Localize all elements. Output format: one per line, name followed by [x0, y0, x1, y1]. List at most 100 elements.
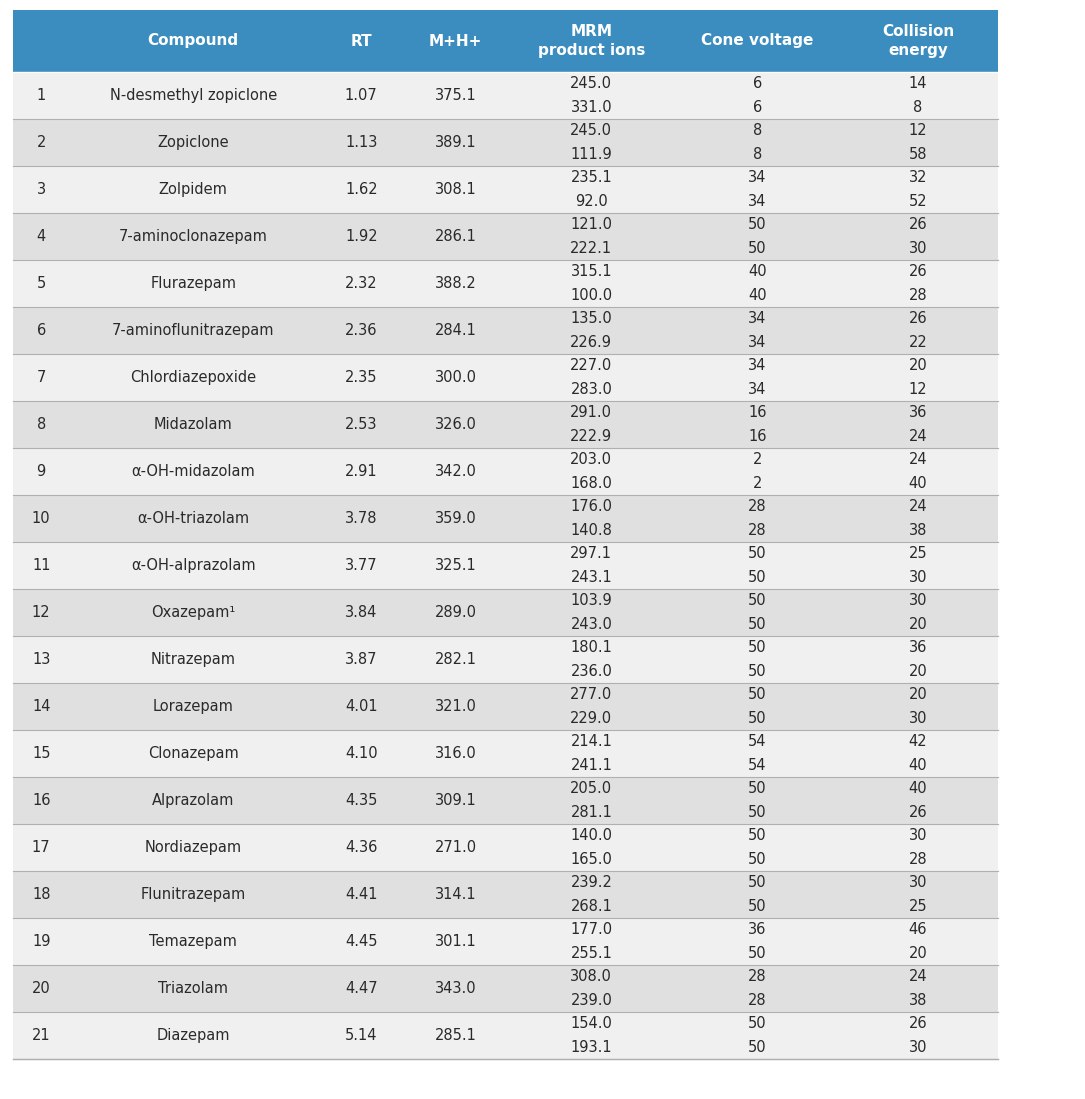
Text: 2.35: 2.35 — [345, 370, 378, 385]
Text: 34: 34 — [749, 169, 766, 185]
Bar — [13, 542, 998, 589]
Text: 34: 34 — [749, 358, 766, 373]
Text: 1.07: 1.07 — [345, 88, 378, 103]
Text: 50: 50 — [748, 618, 767, 632]
Text: 7: 7 — [37, 370, 46, 385]
Text: 38: 38 — [909, 523, 927, 539]
Text: 12: 12 — [908, 382, 928, 397]
Text: 24: 24 — [908, 969, 928, 984]
Text: 50: 50 — [748, 946, 767, 962]
Bar — [13, 918, 998, 965]
Text: 24: 24 — [908, 430, 928, 444]
Text: Temazepam: Temazepam — [150, 934, 237, 950]
Text: Triazolam: Triazolam — [158, 981, 228, 996]
Text: Flunitrazepam: Flunitrazepam — [140, 887, 246, 902]
Text: 3.87: 3.87 — [345, 652, 378, 667]
Text: 111.9: 111.9 — [571, 147, 612, 163]
Text: 28: 28 — [748, 993, 767, 1008]
Text: 135.0: 135.0 — [571, 311, 612, 325]
Text: 1.13: 1.13 — [345, 135, 378, 149]
Text: 121.0: 121.0 — [571, 217, 612, 232]
Text: 283.0: 283.0 — [571, 382, 612, 397]
Text: 4: 4 — [37, 229, 46, 244]
Text: 1: 1 — [37, 88, 46, 103]
Text: 3: 3 — [37, 182, 46, 197]
Text: 20: 20 — [908, 687, 928, 702]
Text: 227.0: 227.0 — [571, 358, 612, 373]
Bar — [13, 1012, 998, 1059]
Text: 245.0: 245.0 — [571, 123, 612, 137]
Text: 316.0: 316.0 — [435, 746, 476, 761]
Text: 282.1: 282.1 — [435, 652, 476, 667]
Text: 50: 50 — [748, 711, 767, 726]
Text: 30: 30 — [908, 241, 928, 256]
Text: 300.0: 300.0 — [435, 370, 476, 385]
Text: 28: 28 — [748, 523, 767, 539]
Text: Diazepam: Diazepam — [156, 1028, 230, 1043]
Text: 1.92: 1.92 — [345, 229, 378, 244]
Text: Lorazepam: Lorazepam — [153, 699, 233, 714]
Bar — [13, 495, 998, 542]
Text: 5: 5 — [37, 276, 46, 291]
Text: 50: 50 — [748, 1015, 767, 1031]
Bar — [13, 730, 998, 777]
Text: 389.1: 389.1 — [435, 135, 476, 149]
Text: 4.36: 4.36 — [345, 840, 378, 855]
Text: 2.91: 2.91 — [345, 464, 378, 479]
Text: 16: 16 — [748, 404, 767, 420]
Text: Midazolam: Midazolam — [154, 417, 232, 432]
Text: 30: 30 — [908, 711, 928, 726]
Text: 26: 26 — [908, 311, 928, 325]
Text: 21: 21 — [31, 1028, 51, 1043]
Text: Zopiclone: Zopiclone — [157, 135, 229, 149]
Text: 16: 16 — [748, 430, 767, 444]
Text: 4.41: 4.41 — [345, 887, 378, 902]
Bar — [13, 682, 998, 730]
Text: 26: 26 — [908, 217, 928, 232]
Text: 50: 50 — [748, 780, 767, 796]
Text: 50: 50 — [748, 592, 767, 608]
Text: 12: 12 — [31, 606, 51, 620]
Text: 20: 20 — [908, 358, 928, 373]
Text: 34: 34 — [749, 335, 766, 351]
Text: 50: 50 — [748, 664, 767, 679]
Text: 26: 26 — [908, 264, 928, 279]
Text: 20: 20 — [908, 618, 928, 632]
Text: 50: 50 — [748, 570, 767, 586]
Text: 20: 20 — [908, 664, 928, 679]
Text: 13: 13 — [33, 652, 50, 667]
Text: 50: 50 — [748, 640, 767, 655]
Text: 36: 36 — [909, 404, 927, 420]
Text: 54: 54 — [748, 734, 767, 748]
Text: 50: 50 — [748, 806, 767, 820]
Text: 321.0: 321.0 — [435, 699, 476, 714]
Text: 4.01: 4.01 — [345, 699, 378, 714]
Text: 30: 30 — [908, 592, 928, 608]
Text: RT: RT — [350, 33, 372, 48]
Text: Clonazepam: Clonazepam — [148, 746, 239, 761]
Text: Compound: Compound — [148, 33, 239, 48]
Text: 40: 40 — [908, 476, 928, 491]
Text: Oxazepam¹: Oxazepam¹ — [151, 606, 235, 620]
Text: 168.0: 168.0 — [571, 476, 612, 491]
Text: 271.0: 271.0 — [435, 840, 476, 855]
Text: 154.0: 154.0 — [571, 1015, 612, 1031]
Text: 6: 6 — [753, 100, 762, 115]
Text: 235.1: 235.1 — [571, 169, 612, 185]
Text: 236.0: 236.0 — [571, 664, 612, 679]
Text: 92.0: 92.0 — [575, 195, 608, 209]
Text: 375.1: 375.1 — [435, 88, 476, 103]
Text: 359.0: 359.0 — [435, 511, 476, 526]
Text: 28: 28 — [908, 852, 928, 867]
Text: 22: 22 — [908, 335, 928, 351]
Text: 8: 8 — [914, 100, 922, 115]
Text: 6: 6 — [753, 76, 762, 91]
Text: 243.1: 243.1 — [571, 570, 612, 586]
Text: 30: 30 — [908, 875, 928, 890]
Text: 4.47: 4.47 — [345, 981, 378, 996]
Text: 17: 17 — [31, 840, 51, 855]
Text: 325.1: 325.1 — [435, 558, 476, 573]
Text: 3.77: 3.77 — [345, 558, 378, 573]
Text: 26: 26 — [908, 1015, 928, 1031]
Text: 255.1: 255.1 — [571, 946, 612, 962]
